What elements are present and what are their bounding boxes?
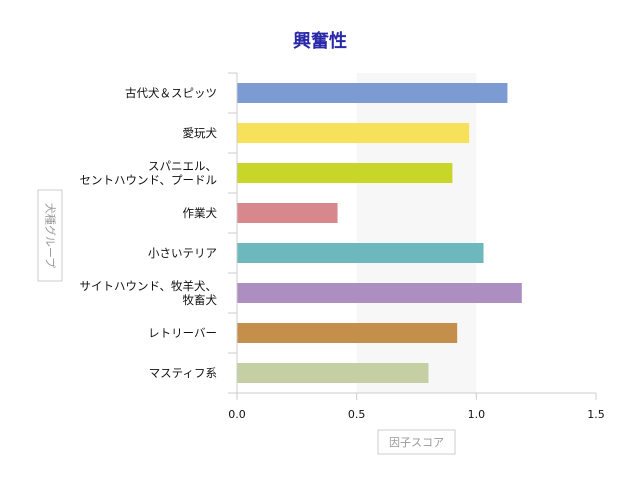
- category-label: レトリーバー: [148, 326, 217, 340]
- bar: [237, 363, 429, 383]
- bar: [237, 283, 522, 303]
- category-label: スパニエル、セントハウンド、プードル: [79, 159, 217, 187]
- category-label: マスティフ系: [149, 366, 217, 380]
- x-tick-label: 1.0: [468, 408, 486, 421]
- bar: [237, 163, 453, 183]
- x-tick-label: 0.0: [228, 408, 246, 421]
- category-label: 愛玩犬: [183, 126, 218, 140]
- category-label: 小さいテリア: [148, 246, 217, 260]
- bar: [237, 83, 508, 103]
- bar: [237, 243, 484, 263]
- x-tick-labels: 0.0 0.5 1.0 1.5: [228, 408, 605, 421]
- axes-layer: [228, 72, 597, 400]
- category-label: 古代犬＆スピッツ: [125, 86, 217, 100]
- x-tick-label: 1.5: [587, 408, 605, 421]
- y-axis-title-box: 犬種グループ: [37, 189, 63, 282]
- bar: [237, 323, 458, 343]
- category-label: サイトハウンド、牧羊犬、牧畜犬: [79, 279, 217, 307]
- x-axis-title: 因子スコア: [389, 436, 444, 449]
- chart-title: 興奮性: [293, 30, 347, 52]
- bar: [237, 123, 470, 143]
- y-axis-title: 犬種グループ: [44, 203, 58, 268]
- x-tick-label: 0.5: [348, 408, 366, 421]
- bar: [237, 203, 338, 223]
- shaded-range: [356, 73, 477, 393]
- shaded-band-layer: [356, 73, 477, 393]
- category-labels: 古代犬＆スピッツ愛玩犬スパニエル、セントハウンド、プードル作業犬小さいテリアサイ…: [79, 86, 217, 380]
- category-label: 作業犬: [183, 206, 218, 220]
- bars-layer: [237, 83, 522, 383]
- x-axis-title-box: 因子スコア: [377, 429, 456, 455]
